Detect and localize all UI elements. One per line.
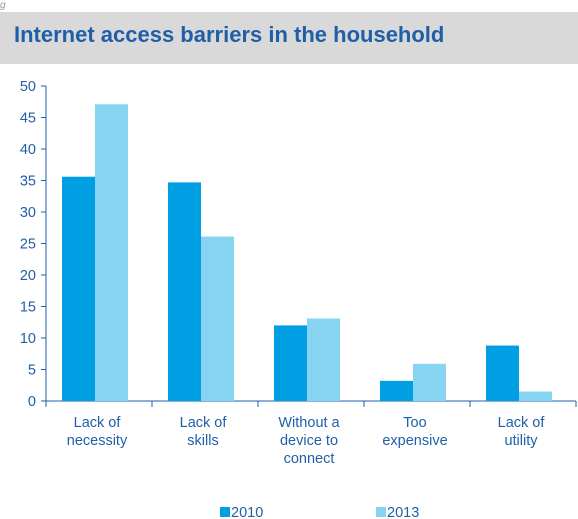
y-tick-label: 25 [20,237,36,253]
bar-2010 [168,182,201,401]
bar-2013 [95,104,128,402]
x-category-label: Too expensive [382,415,447,449]
y-tick-label: 50 [20,79,36,95]
y-tick-label: 5 [28,363,36,379]
bar-2010 [486,345,519,401]
bar-2013 [307,318,340,401]
x-category-label: Lack of utility [498,415,546,449]
bar-2010 [62,176,95,401]
chart-title: Internet access barriers in the househol… [14,22,445,47]
legend-label-2010: 2010 [231,505,263,519]
y-tick-label: 45 [20,111,36,127]
x-category-label: Without a device to connect [278,415,340,467]
figure-label-fragment: g [0,0,6,11]
bar-2013 [413,363,446,401]
y-tick-label: 35 [20,174,36,190]
legend-label-2013: 2013 [387,505,419,519]
legend-swatch-2010 [220,507,230,517]
y-tick-label: 10 [20,331,36,347]
x-category-label: Lack of skills [180,415,228,449]
y-tick-label: 0 [28,394,36,410]
bar-2010 [274,325,307,401]
title-band [0,12,578,64]
legend-swatch-2013 [376,507,386,517]
y-tick-label: 20 [20,268,36,284]
y-tick-label: 40 [20,142,36,158]
bar-2013 [201,236,234,401]
bar-2013 [519,391,552,401]
bar-2010 [380,380,413,401]
x-category-label: Lack of necessity [67,415,128,449]
y-tick-label: 15 [20,300,36,316]
y-tick-label: 30 [20,205,36,221]
